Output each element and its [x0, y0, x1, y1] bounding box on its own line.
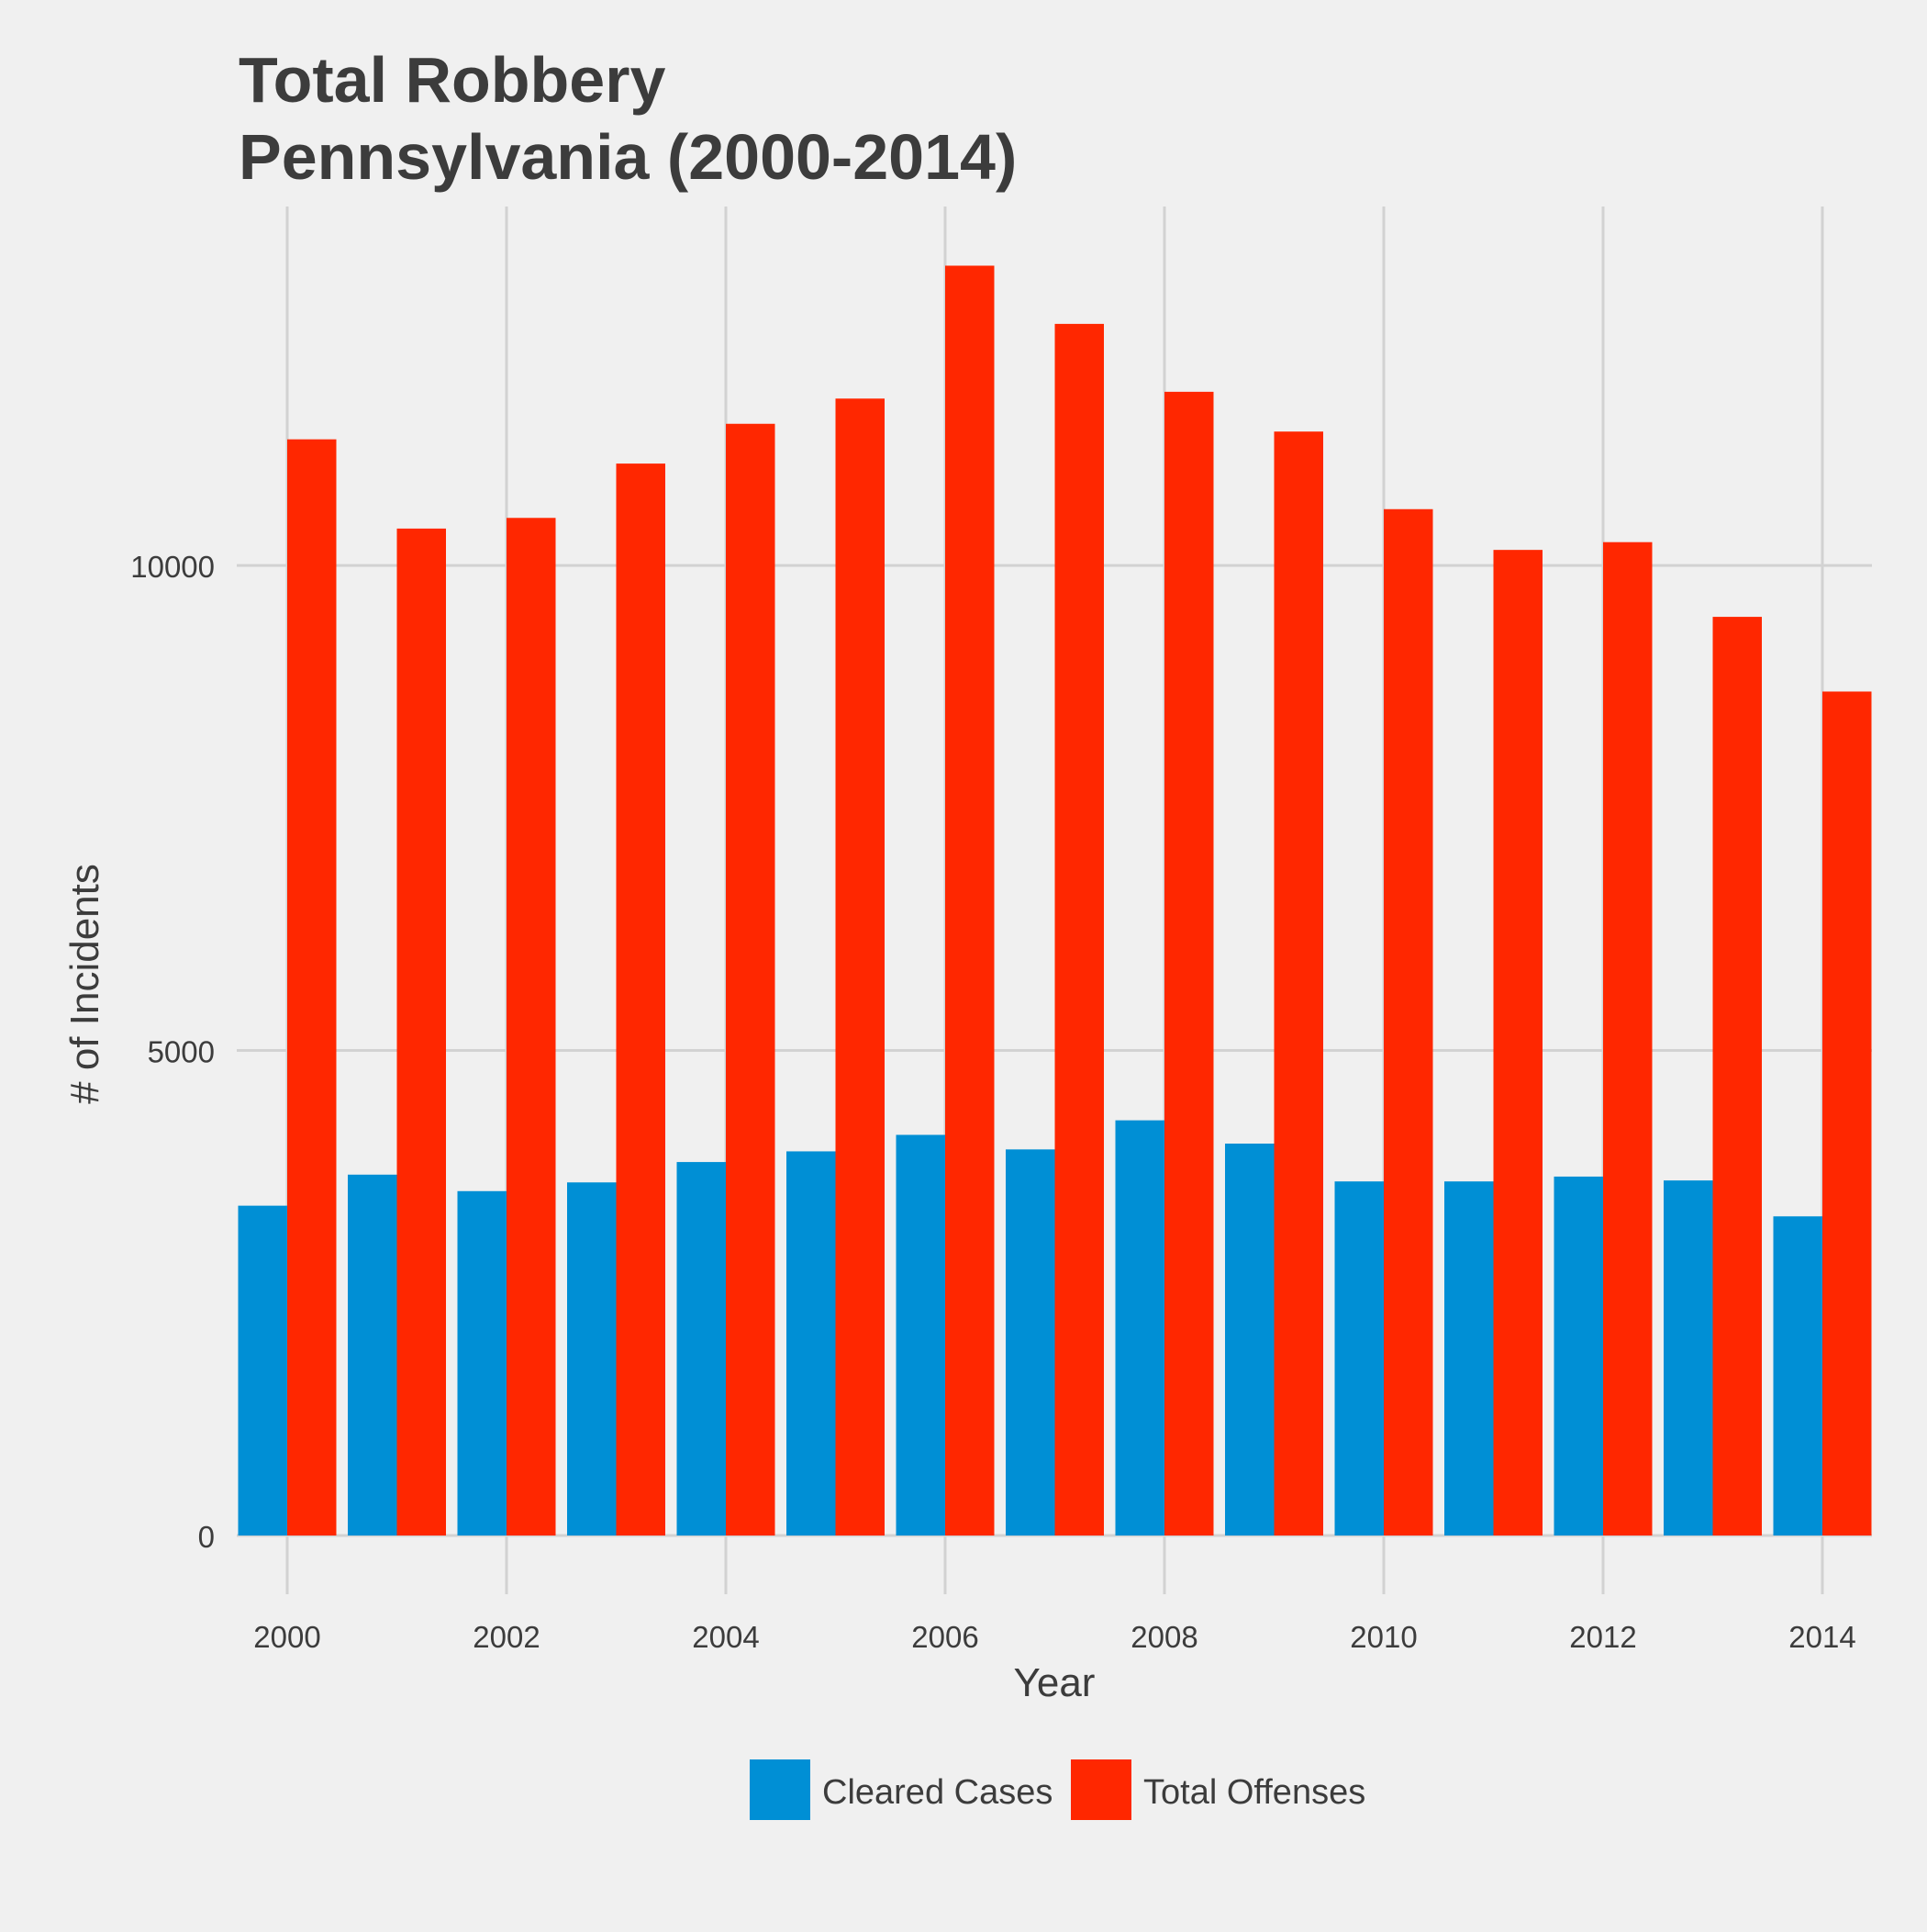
bar-total-offenses-2009: [1274, 431, 1323, 1536]
bar-total-offenses-2007: [1054, 323, 1104, 1536]
x-tick-label: 2012: [1569, 1620, 1636, 1654]
y-axis-ticks: 0 5000 10000: [130, 550, 215, 1554]
chart-title: Total Robbery: [239, 44, 665, 116]
bar-cleared-cases-2012: [1554, 1176, 1603, 1536]
legend: Cleared Cases Total Offenses: [750, 1759, 1365, 1820]
bar-cleared-cases-2008: [1115, 1120, 1164, 1536]
bar-cleared-cases-2005: [786, 1151, 836, 1536]
bar-cleared-cases-2013: [1664, 1180, 1713, 1536]
bar-cleared-cases-2002: [457, 1190, 507, 1536]
bar-total-offenses-2000: [287, 439, 337, 1536]
bar-total-offenses-2011: [1493, 550, 1543, 1536]
bar-cleared-cases-2010: [1334, 1181, 1384, 1536]
bar-total-offenses-2004: [726, 423, 775, 1536]
bar-cleared-cases-2007: [1006, 1149, 1055, 1536]
x-axis-ticks: 2000 2002 2004 2006 2008 2010 2012 2014: [253, 1620, 1855, 1654]
legend-swatch-cleared-cases: [750, 1759, 810, 1820]
y-tick-label: 5000: [148, 1035, 215, 1069]
x-axis-label: Year: [1014, 1660, 1096, 1705]
y-axis-label: # of Incidents: [62, 864, 107, 1104]
bar-cleared-cases-2000: [238, 1205, 287, 1536]
x-tick-label: 2010: [1350, 1620, 1417, 1654]
chart-subtitle: Pennsylvania (2000-2014): [239, 121, 1017, 193]
bar-total-offenses-2001: [396, 528, 446, 1536]
bar-total-offenses-2010: [1384, 508, 1433, 1536]
bar-cleared-cases-2001: [348, 1174, 397, 1536]
y-tick-label: 0: [198, 1520, 215, 1554]
bar-total-offenses-2008: [1164, 391, 1214, 1536]
bars: [238, 265, 1872, 1536]
bar-total-offenses-2003: [616, 463, 665, 1536]
bar-total-offenses-2005: [835, 398, 885, 1536]
bar-total-offenses-2006: [945, 265, 995, 1536]
legend-label-cleared-cases: Cleared Cases: [822, 1773, 1053, 1812]
x-tick-label: 2004: [692, 1620, 759, 1654]
bar-total-offenses-2012: [1603, 542, 1653, 1536]
y-tick-label: 10000: [130, 550, 215, 584]
bar-total-offenses-2014: [1822, 691, 1872, 1536]
bar-cleared-cases-2011: [1444, 1181, 1494, 1536]
x-tick-label: 2006: [911, 1620, 978, 1654]
x-tick-label: 2014: [1788, 1620, 1855, 1654]
x-tick-label: 2000: [253, 1620, 320, 1654]
x-tick-label: 2008: [1131, 1620, 1197, 1654]
legend-swatch-total-offenses: [1071, 1759, 1131, 1820]
bar-cleared-cases-2003: [567, 1182, 617, 1536]
legend-label-total-offenses: Total Offenses: [1143, 1773, 1365, 1812]
bar-total-offenses-2013: [1712, 617, 1762, 1536]
bar-total-offenses-2002: [507, 518, 556, 1536]
x-tick-label: 2002: [473, 1620, 540, 1654]
bar-cleared-cases-2006: [896, 1134, 945, 1536]
bar-cleared-cases-2009: [1225, 1143, 1275, 1536]
bar-cleared-cases-2014: [1773, 1216, 1822, 1536]
bar-cleared-cases-2004: [676, 1162, 726, 1536]
